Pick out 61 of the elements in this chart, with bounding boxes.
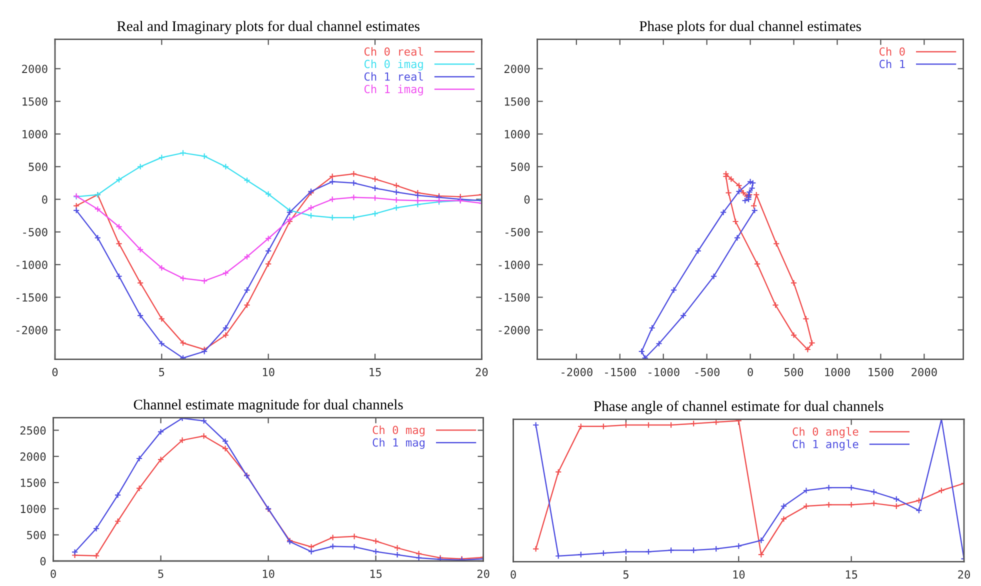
chart-title: Phase plots for dual channel estimates bbox=[640, 20, 861, 34]
x-tick-label: 10 bbox=[262, 368, 274, 376]
x-tick-label: 5 bbox=[623, 570, 628, 579]
x-tick-label: 1000 bbox=[825, 368, 850, 376]
y-tick-label: 1000 bbox=[504, 130, 530, 138]
chart-title: Channel estimate magnitude for dual channels bbox=[134, 399, 403, 413]
y-tick-label: 500 bbox=[511, 162, 530, 172]
y-tick-label: -2000 bbox=[16, 326, 48, 334]
x-tick-label: -1500 bbox=[605, 368, 636, 376]
x-tick-label: 5 bbox=[159, 368, 164, 376]
legend-label: Ch 0 imag bbox=[364, 60, 423, 70]
legend-label: Ch 1 angle bbox=[792, 440, 858, 451]
x-tick-label: 20 bbox=[958, 570, 970, 579]
y-tick-label: 0 bbox=[42, 195, 48, 204]
legend-label: Ch 1 mag bbox=[372, 438, 424, 449]
x-tick-label: -1000 bbox=[648, 368, 680, 376]
x-tick-label: 20 bbox=[477, 570, 490, 578]
y-tick-label: 2000 bbox=[20, 452, 46, 461]
y-tick-label: 2000 bbox=[504, 64, 530, 74]
y-tick-label: 0 bbox=[524, 195, 530, 204]
y-tick-label: 500 bbox=[28, 162, 48, 172]
y-tick-label: -1500 bbox=[498, 293, 530, 302]
legend-label: Ch 1 imag bbox=[364, 84, 423, 96]
x-tick-label: -2000 bbox=[562, 368, 592, 376]
x-tick-label: 10 bbox=[262, 570, 274, 578]
y-tick-label: 2500 bbox=[20, 426, 46, 435]
x-tick-label: 0 bbox=[52, 368, 58, 376]
y-tick-label: 1500 bbox=[504, 97, 530, 106]
x-tick-label: 0 bbox=[748, 368, 753, 376]
legend-label: Ch 0 angle bbox=[792, 427, 858, 438]
y-tick-label: -1000 bbox=[498, 260, 530, 270]
y-tick-label: 500 bbox=[27, 530, 46, 540]
legend-label: Ch 0 real bbox=[364, 47, 423, 56]
legend-label: Ch 1 bbox=[880, 60, 905, 68]
y-tick-label: 1500 bbox=[22, 97, 48, 106]
x-tick-label: 1500 bbox=[868, 368, 894, 376]
chart-title: Real and Imaginary plots for dual channel estimates bbox=[117, 20, 420, 34]
y-tick-label: -500 bbox=[506, 228, 530, 236]
y-tick-label: 1000 bbox=[20, 504, 46, 514]
x-tick-label: 500 bbox=[784, 368, 804, 376]
x-tick-label: 15 bbox=[846, 570, 858, 579]
y-tick-label: 1000 bbox=[22, 130, 48, 138]
legend-label: Ch 1 real bbox=[364, 72, 423, 81]
y-tick-label: -1500 bbox=[16, 293, 48, 302]
y-tick-label: 0 bbox=[40, 557, 46, 566]
x-tick-label: 15 bbox=[370, 570, 382, 578]
x-tick-label: 2000 bbox=[912, 368, 937, 376]
legend-label: Ch 0 bbox=[880, 47, 905, 56]
y-tick-label: -2000 bbox=[498, 326, 530, 334]
x-tick-label: 10 bbox=[733, 570, 745, 579]
x-tick-label: 15 bbox=[370, 368, 381, 376]
legend-label: Ch 0 mag bbox=[372, 426, 424, 436]
chart-title: Phase angle of channel estimate for dual channels bbox=[594, 400, 884, 414]
y-tick-label: -1000 bbox=[16, 260, 48, 270]
x-tick-label: -500 bbox=[695, 368, 720, 376]
x-tick-label: 0 bbox=[50, 570, 56, 578]
y-tick-label: 1500 bbox=[20, 478, 46, 487]
y-tick-label: -500 bbox=[23, 228, 48, 236]
x-tick-label: 20 bbox=[476, 368, 488, 376]
x-tick-label: 5 bbox=[158, 570, 164, 578]
y-tick-label: 2000 bbox=[22, 64, 48, 74]
